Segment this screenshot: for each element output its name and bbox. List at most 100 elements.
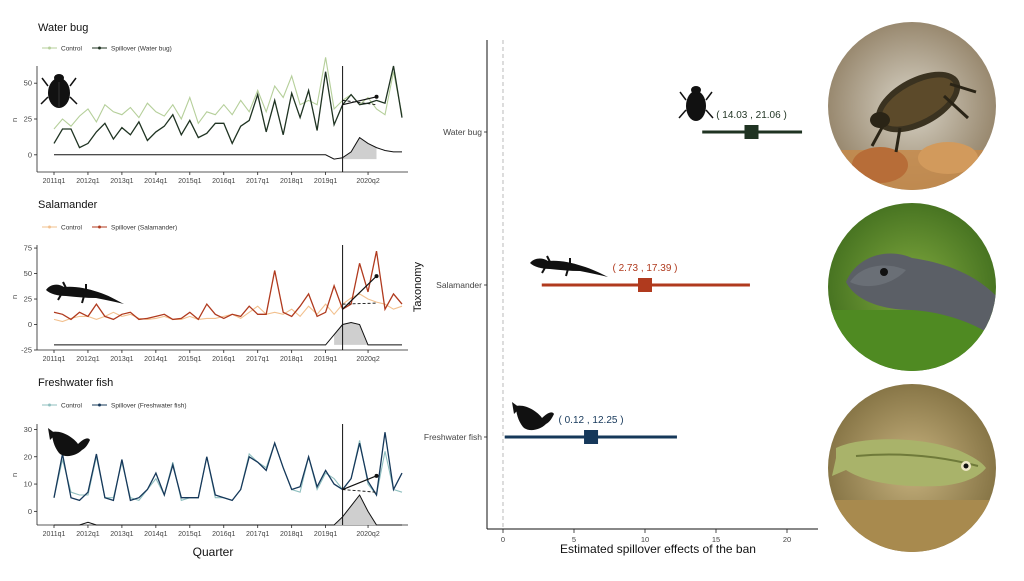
control-series-line [53,57,403,130]
legend-label-spillover: Spillover (Salamander) [111,225,177,232]
x-tick-label: 2017q1 [246,531,269,538]
x-tick-label: 2016q1 [212,531,235,538]
x-tick-label: 2013q1 [110,178,133,185]
plot-area: -25 0 25 50 75 2011q1 2012q1 2013q1 2014q1 2015q1… [21,244,408,363]
x-tick-label: 2011q1 [43,356,66,363]
water-bug-photo-icon [828,22,996,190]
trend-arrow-control [342,302,377,305]
fish-photo-icon [828,384,996,552]
x-tick-label: 2015q1 [178,178,201,185]
spillover-series-line [53,432,403,502]
control-series-line [53,293,403,323]
x-tick-label: 2014q1 [144,178,167,185]
y-tick-label: -25 [21,346,32,355]
spillover-baseline-line [54,494,402,526]
legend: Control Spillover (Water bug) [42,46,172,53]
forest-plot: 0 5 10 15 20 Water bug Salamander Freshwater fi… [412,40,818,556]
x-tick-label: 2020q2 [356,178,379,185]
x-tick-label: 15 [712,535,720,544]
trend-arrow-control [342,99,377,106]
x-tick-label: 2020q2 [356,356,379,363]
legend-dot-spillover [98,403,101,407]
y-axis-label: Taxonomy [412,261,424,312]
water-bug-silhouette-icon [678,86,714,121]
point-estimate [744,125,759,139]
spillover-series-line [53,250,403,321]
y-axis-label: n [10,473,19,477]
y-tick-label: Water bug [443,127,482,137]
legend-label-spillover: Spillover (Water bug) [111,46,172,53]
x-tick-label: 2017q1 [246,356,269,363]
panel-water-bug: Water bug Control Spillover (Water bug) … [10,22,408,185]
legend-label-control: Control [61,403,83,410]
trend-arrow-head [374,274,379,279]
legend-dot-spillover [98,46,101,50]
spillover-area [334,495,377,525]
y-tick-label: 10 [24,480,32,489]
y-tick-label: 20 [24,452,32,461]
x-tick-label: 2018q1 [280,531,303,538]
y-tick-label: 50 [24,79,32,88]
y-axis-label: n [10,295,19,299]
x-tick-label: 2012q1 [76,531,99,538]
x-tick-label: 2018q1 [280,178,303,185]
y-axis-label: n [10,118,19,122]
panel-title: Water bug [38,22,88,34]
y-tick-label: 0 [28,320,32,329]
fish-silhouette-icon [512,402,554,431]
salamander-silhouette-icon [46,281,124,304]
x-axis-label: Estimated spillover effects of the ban [560,542,756,556]
x-tick-label: 2016q1 [212,178,235,185]
x-tick-label: 2016q1 [212,356,235,363]
y-tick-label: 0 [28,150,32,159]
spillover-series-line [53,65,403,149]
legend: Control Spillover (Freshwater fish) [42,403,187,410]
panel-title: Salamander [38,199,98,211]
x-tick-label: 10 [641,535,649,544]
x-tick-label: 2012q1 [76,178,99,185]
legend-dot-control [48,46,51,50]
legend-label-spillover: Spillover (Freshwater fish) [111,403,187,410]
trend-arrow-head [374,473,379,478]
panel-title: Freshwater fish [38,377,113,389]
y-tick-label: 0 [28,507,32,516]
water-bug-silhouette-icon [40,74,78,108]
x-tick-label: 2019q1 [314,356,337,363]
x-tick-label: 2018q1 [280,356,303,363]
y-tick-label: 30 [24,425,32,434]
legend-dot-control [48,403,51,407]
legend-dot-control [48,225,51,229]
panel-freshwater-fish: Freshwater fish Control Spillover (Fresh… [10,377,408,559]
plot-area: 0 10 20 30 2011q1 2012q1 2013q1 2014q1 2015q1 201… [24,424,408,538]
y-tick-label: Freshwater fish [424,432,482,442]
x-tick-label: 2017q1 [246,178,269,185]
point-estimate [638,278,652,292]
x-tick-label: 2013q1 [110,531,133,538]
trend-arrow-head [374,94,379,99]
point-estimate [584,430,599,444]
y-tick-label: 25 [24,115,32,124]
ci-label: ( 2.73 , 17.39 ) [612,263,677,274]
x-tick-label: 20 [783,535,791,544]
x-tick-label: 2019q1 [314,178,337,185]
y-tick-label: 50 [24,269,32,278]
x-tick-label: 2019q1 [314,531,337,538]
legend-dot-spillover [98,225,101,229]
spillover-baseline-line [54,321,402,346]
x-tick-label: 2014q1 [144,531,167,538]
legend: Control Spillover (Salamander) [42,225,177,232]
x-tick-label: 0 [501,535,505,544]
salamander-photo-icon [828,203,996,371]
x-tick-label: 2012q1 [76,356,99,363]
forest-marks: 0 5 10 15 20 Water bug Salamander Freshwater fi… [424,40,803,544]
y-tick-label: Salamander [436,280,482,290]
plot-area: 0 25 50 2011q1 2012q1 2013q1 2014q1 2015q1 2016q… [24,57,408,185]
control-series-line [53,440,403,502]
fish-silhouette-icon [48,428,90,457]
trend-arrow-spillover [342,475,377,491]
y-tick-label: 75 [24,244,32,253]
spillover-area [334,137,377,160]
legend-label-control: Control [61,225,83,232]
x-tick-label: 2013q1 [110,356,133,363]
legend-label-control: Control [61,46,83,53]
